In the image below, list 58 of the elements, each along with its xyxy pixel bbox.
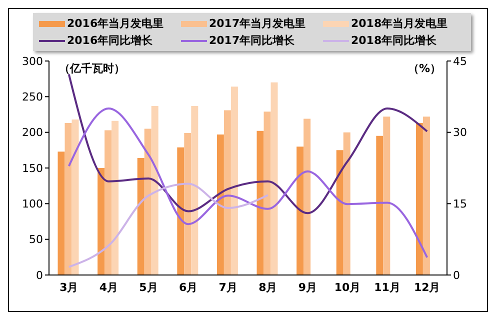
bar [343,132,350,275]
x-tick-label: 7月 [218,280,238,294]
x-tick-label: 11月 [374,280,400,294]
legend-label: 2018年同比增长 [351,33,437,48]
bar [184,133,192,275]
y-tick-label: 50 [29,233,43,246]
bar [224,110,231,275]
bar [296,146,304,275]
bar [98,168,105,275]
x-tick-label: 5月 [139,280,158,294]
legend-label: 2016年当月发电里 [67,16,164,31]
y-tick-label: 200 [22,126,43,140]
y2-tick-label: 30 [453,126,467,140]
legend-label: 2018年当月发电里 [351,16,448,31]
line-series [68,182,269,268]
bar [422,116,430,275]
bar [144,128,152,275]
bar [177,147,184,275]
bar [112,120,119,275]
legend-label: 2017年当月发电里 [209,16,306,31]
bar [256,130,264,275]
bar [416,123,423,275]
y-tick-label: 300 [22,54,43,68]
bar [104,130,112,275]
bar [383,116,390,275]
y-axis-title: （亿千瓦时） [59,61,125,76]
bar [304,118,311,275]
y-tick-label: 250 [22,90,43,104]
bar [264,112,271,275]
y-tick-label: 100 [22,198,43,211]
y2-tick-label: 45 [453,54,467,68]
bar [64,123,72,275]
bar [72,119,79,275]
y2-axis-title: （%） [408,61,441,76]
bar [376,136,384,275]
x-tick-label: 10月 [334,280,361,294]
y-tick-label: 0 [36,268,43,282]
y2-tick-label: 0 [453,268,460,282]
bar [151,106,158,275]
bar [191,106,198,275]
x-tick-label: 12月 [414,280,440,294]
bar [230,86,238,275]
line-series [68,73,428,214]
x-tick-label: 3月 [60,280,78,294]
y-tick-label: 150 [22,162,43,175]
line-series [68,108,428,258]
bar [137,158,144,275]
x-tick-label: 4月 [99,280,118,294]
bar [336,150,344,275]
y2-tick-label: 15 [453,198,467,211]
bar [58,152,65,275]
bar [216,134,224,275]
x-tick-label: 6月 [178,280,198,294]
bar [270,82,278,275]
legend-label: 2016年同比增长 [67,33,153,48]
legend-label: 2017年同比增长 [209,33,295,48]
x-tick-label: 9月 [298,280,318,294]
x-tick-label: 8月 [258,280,278,294]
